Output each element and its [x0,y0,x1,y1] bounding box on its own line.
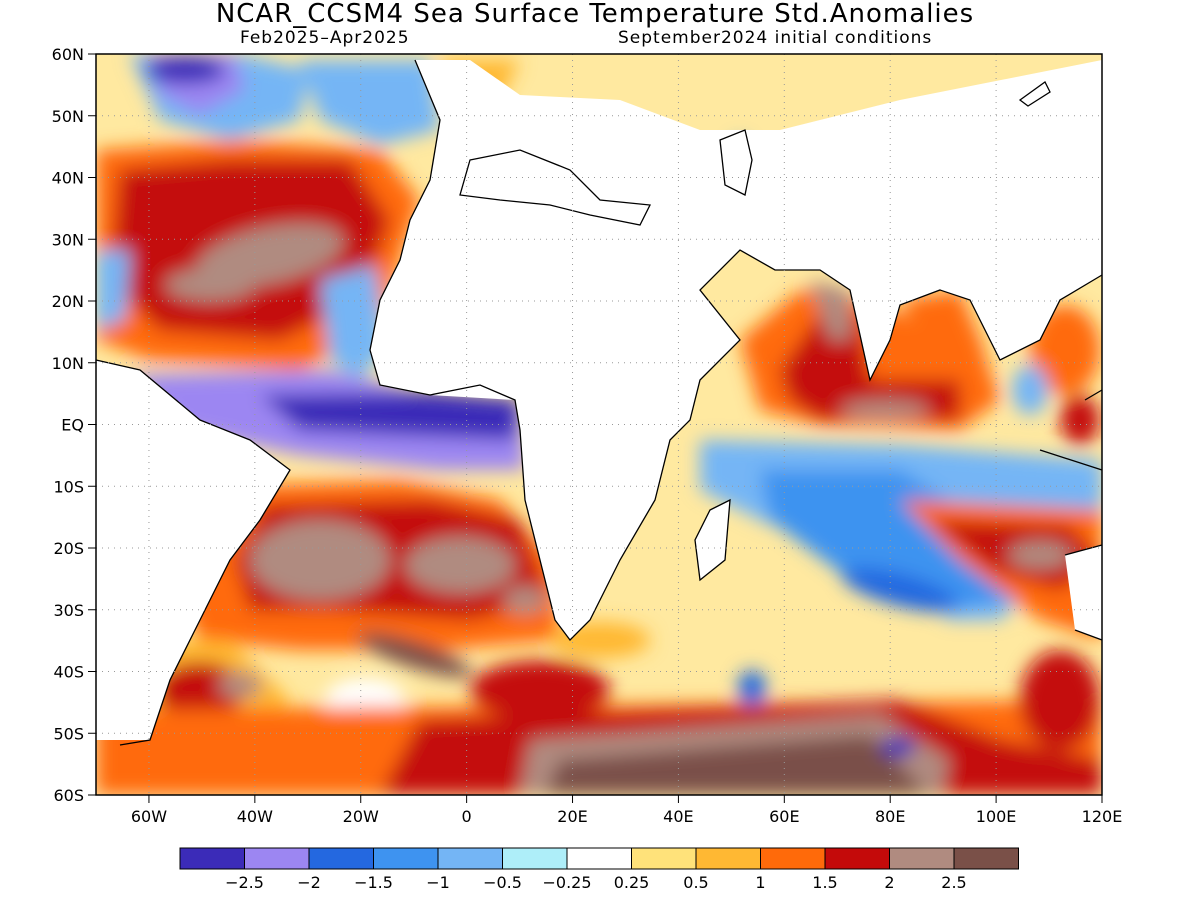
colorbar-swatch [631,847,697,870]
colorbar-swatch [502,847,568,870]
colorbar-swatch [437,847,503,870]
colorbar-label: −2.5 [225,873,264,892]
colorbar-label: −1.5 [354,873,393,892]
initial-conditions-label: September2024 initial conditions [618,28,933,48]
lat-label: EQ [61,416,84,435]
lon-label: 120E [1082,807,1123,826]
coastlines [95,59,1103,746]
lat-label: 10S [53,477,84,496]
lat-label: 50N [52,107,84,126]
lon-label: 60W [131,807,167,826]
lat-label: 30S [53,601,84,620]
map-title: NCAR_CCSM4 Sea Surface Temperature Std.A… [215,0,975,29]
lat-label: 50S [53,724,84,743]
colorbar-label: 0.25 [614,873,650,892]
lat-label: 60N [52,45,84,64]
colorbar-swatch [824,847,890,870]
colorbar-label: 1.5 [812,873,837,892]
lon-label: 0 [462,807,472,826]
lon-label: 40E [663,807,693,826]
colorbar-label: 0.5 [683,873,708,892]
axis-labels: 60N 50N 40N 30N 20N 10N EQ 10S 20S 30S 40S 50S 60S 60… [52,45,1123,826]
colorbar-swatch [308,847,374,870]
colorbar-label: 2.5 [941,873,966,892]
forecast-period: Feb2025–Apr2025 [240,28,410,48]
colorbar-label: 1 [755,873,765,892]
lon-label: 60E [769,807,799,826]
lat-label: 60S [53,786,84,805]
lat-label: 20N [52,292,84,311]
lat-label: 40S [53,663,84,682]
lon-label: 80E [875,807,905,826]
colorbar-label: −2 [297,873,321,892]
lon-label: 20E [557,807,587,826]
lat-label: 30N [52,230,84,249]
lon-label: 100E [976,807,1017,826]
colorbar-swatch [889,847,955,870]
lon-label: 20W [343,807,379,826]
colorbar-swatch [179,847,245,870]
colorbar-label: −0.25 [542,873,591,892]
colorbar-swatch [244,847,310,870]
colorbar-label: −1 [426,873,450,892]
colorbar-label: −0.5 [483,873,522,892]
lat-label: 10N [52,354,84,373]
colorbar-swatch [953,847,1019,870]
lat-label: 20S [53,539,84,558]
colorbar-swatch [373,847,439,870]
lat-label: 40N [52,169,84,188]
colorbar-swatch [760,847,826,870]
colorbar-swatch [695,847,761,870]
colorbar: −2.5 −2 −1.5 −1 −0.5 −0.25 0.25 0.5 1 1.5 2 2.5 [179,847,1019,892]
anomaly-field [96,54,1102,795]
lon-label: 40W [237,807,273,826]
colorbar-label: 2 [884,873,894,892]
colorbar-swatch [566,847,632,870]
